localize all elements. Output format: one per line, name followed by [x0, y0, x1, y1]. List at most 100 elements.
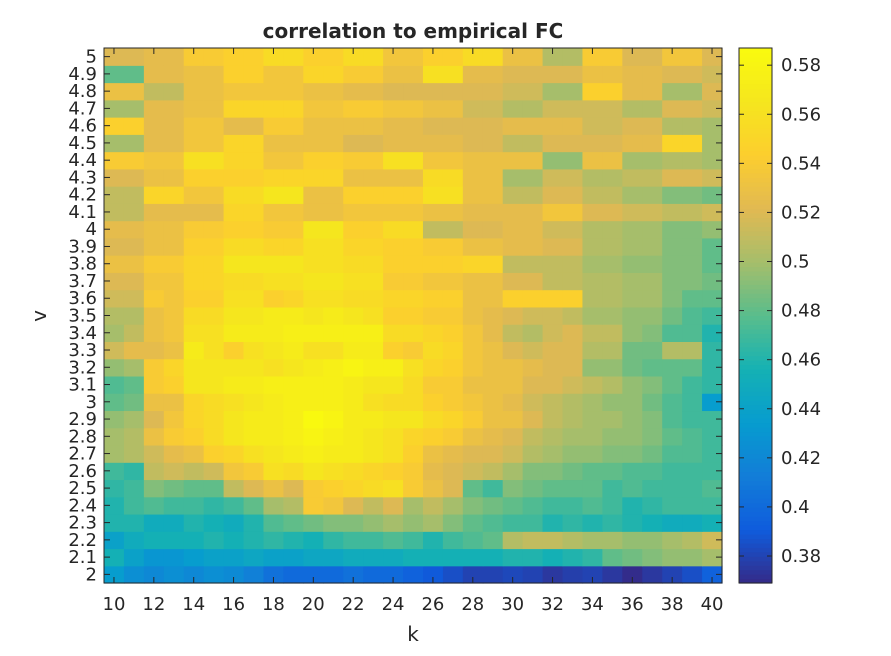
heatmap-cell	[502, 99, 524, 118]
heatmap-cell	[323, 358, 344, 377]
heatmap-cell	[243, 306, 265, 325]
heatmap-cell	[582, 220, 603, 239]
heatmap-cell	[163, 48, 185, 66]
heatmap-cell	[682, 462, 703, 481]
heatmap-cell	[343, 358, 364, 377]
heatmap-cell	[203, 186, 225, 204]
heatmap-cell	[502, 151, 524, 170]
heatmap-cell	[323, 237, 344, 256]
colorbar-segment	[739, 110, 772, 116]
heatmap-cell	[622, 203, 643, 222]
heatmap-cell	[163, 427, 185, 446]
heatmap-cell	[562, 462, 584, 481]
colorbar-segment	[739, 199, 772, 205]
heatmap-cell	[104, 393, 125, 412]
heatmap-cell	[104, 324, 125, 342]
heatmap-cell	[363, 358, 384, 377]
heatmap-cell	[143, 565, 165, 584]
heatmap-cell	[622, 341, 643, 360]
heatmap-cell	[442, 289, 464, 308]
colorbar-segment	[739, 551, 772, 557]
heatmap-cell	[522, 134, 544, 153]
heatmap-cell	[143, 324, 165, 342]
heatmap-cell	[303, 289, 324, 308]
colorbar-segment	[739, 137, 772, 143]
colorbar-segment	[739, 400, 772, 406]
y-tick-label: 4.5	[68, 133, 97, 154]
heatmap-cell	[662, 306, 683, 325]
heatmap-cell	[223, 513, 245, 532]
heatmap-cell	[163, 531, 185, 550]
y-tick-label: 5	[86, 47, 97, 68]
heatmap-cell	[403, 410, 424, 429]
heatmap-cell	[203, 565, 225, 584]
colorbar-segment	[739, 351, 772, 357]
heatmap-cell	[183, 479, 205, 498]
heatmap-cell	[662, 358, 683, 377]
heatmap-cell	[104, 186, 125, 204]
colorbar-tick-label: 0.44	[781, 399, 821, 420]
heatmap-cell	[422, 358, 444, 377]
heatmap-cell	[702, 565, 723, 584]
heatmap-cell	[642, 444, 663, 463]
heatmap-cell	[582, 48, 603, 66]
heatmap-cell	[422, 531, 444, 550]
heatmap-cell	[343, 341, 364, 360]
heatmap-cell	[642, 289, 663, 308]
heatmap-cell	[163, 168, 185, 187]
heatmap-cell	[542, 237, 564, 256]
colorbar-segment	[739, 377, 772, 383]
heatmap-cell	[143, 186, 165, 204]
heatmap-cell	[383, 306, 404, 325]
heatmap-cell	[363, 393, 384, 412]
heatmap-cell	[442, 82, 464, 101]
heatmap-cell	[642, 237, 663, 256]
heatmap-cell	[143, 358, 165, 377]
heatmap-cell	[243, 565, 265, 584]
heatmap-cell	[462, 462, 484, 481]
heatmap-cell	[542, 324, 564, 342]
heatmap-cell	[363, 203, 384, 222]
heatmap-cell	[183, 82, 205, 101]
heatmap-cell	[143, 203, 165, 222]
heatmap-cell	[104, 410, 125, 429]
heatmap-cell	[104, 151, 125, 170]
heatmap-cell	[482, 203, 504, 222]
heatmap-cell	[323, 203, 344, 222]
heatmap-cell	[403, 358, 424, 377]
heatmap-cell	[562, 306, 584, 325]
heatmap-cell	[403, 134, 424, 153]
heatmap-cell	[642, 513, 663, 532]
heatmap-cell	[104, 375, 125, 394]
heatmap-cell	[702, 203, 723, 222]
heatmap-cell	[462, 444, 484, 463]
heatmap-cell	[662, 375, 683, 394]
colorbar-segment	[739, 88, 772, 94]
colorbar-segment	[739, 114, 772, 120]
heatmap-cell	[143, 444, 165, 463]
heatmap-cell	[104, 289, 125, 308]
heatmap-cell	[482, 117, 504, 135]
heatmap-cell	[602, 168, 623, 187]
colorbar-frame	[738, 47, 773, 584]
heatmap-cell	[502, 462, 524, 481]
heatmap-cell	[482, 168, 504, 187]
heatmap-cell	[682, 410, 703, 429]
heatmap-cell	[582, 186, 603, 204]
heatmap-cell	[442, 531, 464, 550]
heatmap-cell	[422, 565, 444, 584]
heatmap-cell	[363, 531, 384, 550]
heatmap-cell	[223, 220, 245, 239]
heatmap-cell	[482, 306, 504, 325]
heatmap-cell	[104, 168, 125, 187]
heatmap-cell	[562, 479, 584, 498]
heatmap-cell	[502, 134, 524, 153]
colorbar-segment	[739, 471, 772, 477]
heatmap-cell	[343, 48, 364, 66]
heatmap-cell	[123, 255, 145, 273]
heatmap-cell	[183, 444, 205, 463]
colorbar-segment	[739, 119, 772, 125]
heatmap-cell	[283, 220, 304, 239]
heatmap-cell	[502, 565, 524, 584]
